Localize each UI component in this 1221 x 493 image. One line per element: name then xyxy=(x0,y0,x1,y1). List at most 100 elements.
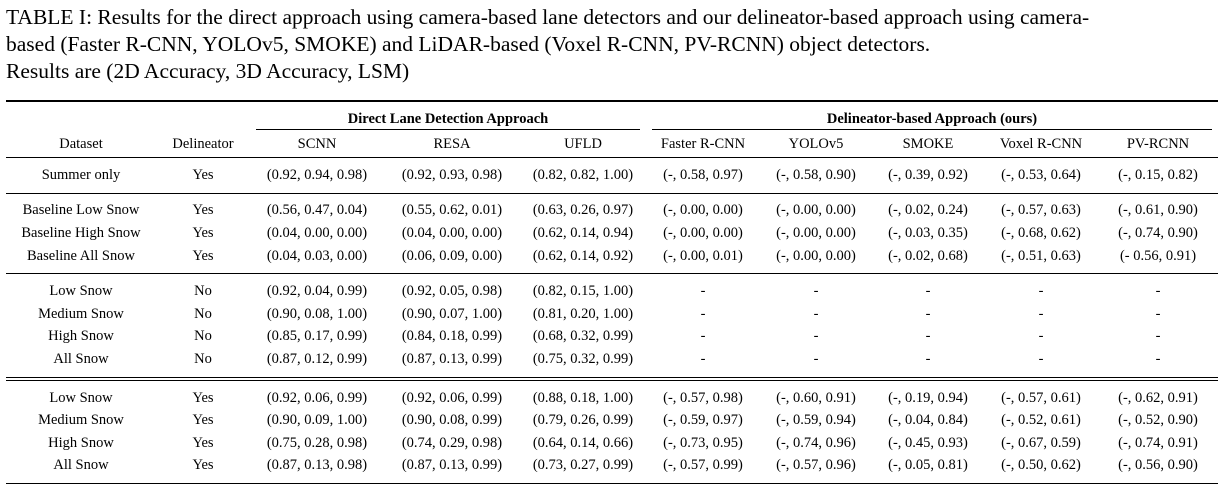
table-cell: (0.92, 0.05, 0.98) xyxy=(401,283,503,300)
table-cell: (0.74, 0.29, 0.98) xyxy=(401,434,503,451)
table-cell: (0.92, 0.06, 0.99) xyxy=(266,389,368,406)
table-cell: - xyxy=(700,283,706,300)
table-cell: Yes xyxy=(192,412,214,429)
table-cell: (-, 0.57, 0.61) xyxy=(1001,389,1081,406)
table-cell: (-, 0.62, 0.91) xyxy=(1118,389,1198,406)
table-cell: (-, 0.57, 0.99) xyxy=(663,457,743,474)
table-cell: (0.90, 0.08, 0.99) xyxy=(401,412,503,429)
table-bottom-rule xyxy=(6,483,1218,485)
table-cell: (-, 0.52, 0.90) xyxy=(1118,412,1198,429)
table-cell: - xyxy=(1038,328,1044,345)
table-cell: (-, 0.58, 0.90) xyxy=(776,166,856,183)
table-cell: (-, 0.04, 0.84) xyxy=(888,412,968,429)
table-cell: (0.75, 0.28, 0.98) xyxy=(266,434,368,451)
table-cell: - xyxy=(925,350,931,367)
table-cell: - xyxy=(1038,283,1044,300)
table-cell: (0.63, 0.26, 0.97) xyxy=(532,202,634,219)
table-cell: High Snow xyxy=(48,328,114,345)
section-rule xyxy=(6,192,1218,194)
table-cell: (0.84, 0.18, 0.99) xyxy=(401,328,503,345)
table-cell: (-, 0.68, 0.62) xyxy=(1001,224,1081,241)
section-rule xyxy=(6,273,1218,275)
table-cell: (-, 0.02, 0.68) xyxy=(888,247,968,264)
table-cell: - xyxy=(700,350,706,367)
table-cell: (0.81, 0.20, 1.00) xyxy=(532,305,634,322)
table-cell: High Snow xyxy=(48,434,114,451)
table-cell: (0.90, 0.08, 1.00) xyxy=(266,305,368,322)
table-cell: (-, 0.56, 0.90) xyxy=(1118,457,1198,474)
group-header-row: Direct Lane Detection Approach Delineato… xyxy=(6,110,1218,128)
table-cell: (- 0.56, 0.91) xyxy=(1119,247,1197,264)
table-cell: (0.90, 0.07, 1.00) xyxy=(401,305,503,322)
table-cell: (0.68, 0.32, 0.99) xyxy=(532,328,634,345)
table-cell: (0.92, 0.06, 0.99) xyxy=(401,389,503,406)
double-rule-top xyxy=(6,376,1218,381)
table-caption: TABLE I: Results for the direct approach… xyxy=(6,4,1218,85)
table-cell: - xyxy=(1155,328,1161,345)
table-cell: (0.88, 0.18, 1.00) xyxy=(532,389,634,406)
table-cell: (0.62, 0.14, 0.92) xyxy=(532,247,634,264)
table-cell: (0.04, 0.00, 0.00) xyxy=(401,224,503,241)
table-row: Baseline High Snow Yes (0.04, 0.00, 0.00) (… xyxy=(6,222,1218,245)
table-cell: (0.82, 0.82, 1.00) xyxy=(532,166,634,183)
table-cell: (-, 0.59, 0.94) xyxy=(776,412,856,429)
table-cell: Baseline High Snow xyxy=(21,224,141,241)
table-cell: (0.90, 0.09, 1.00) xyxy=(266,412,368,429)
column-header: SMOKE xyxy=(902,135,954,152)
table-cell: (0.56, 0.47, 0.04) xyxy=(266,202,368,219)
table-cell: (-, 0.15, 0.82) xyxy=(1118,166,1198,183)
table-cell: - xyxy=(813,350,819,367)
table-cell: Yes xyxy=(192,224,214,241)
table-cell: (0.87, 0.13, 0.99) xyxy=(401,457,503,474)
table-cell: All Snow xyxy=(53,457,109,474)
table-cell: (0.82, 0.15, 1.00) xyxy=(532,283,634,300)
table-cell: (-, 0.73, 0.95) xyxy=(663,434,743,451)
table-cell: Yes xyxy=(192,202,214,219)
table-cell: - xyxy=(1155,283,1161,300)
column-header-row: Dataset Delineator SCNN RESA UFLD Faster R-CN… xyxy=(6,131,1218,158)
table-cell: (0.92, 0.94, 0.98) xyxy=(266,166,368,183)
table-cell: (-, 0.60, 0.91) xyxy=(776,389,856,406)
table-cell: (-, 0.05, 0.81) xyxy=(888,457,968,474)
table-cell: (-, 0.00, 0.00) xyxy=(776,247,856,264)
table-cell: Yes xyxy=(192,457,214,474)
table-cell: (-, 0.39, 0.92) xyxy=(888,166,968,183)
table-cell: Yes xyxy=(192,166,214,183)
table-cell: (-, 0.52, 0.61) xyxy=(1001,412,1081,429)
table-cell: Yes xyxy=(192,247,214,264)
table-row: Baseline Low Snow Yes (0.56, 0.47, 0.04) (0… xyxy=(6,194,1218,223)
table-row: Baseline All Snow Yes (0.04, 0.03, 0.00) (0… xyxy=(6,245,1218,274)
column-header: Delineator xyxy=(172,135,234,152)
column-header: SCNN xyxy=(297,135,337,152)
table-cell: (-, 0.57, 0.98) xyxy=(663,389,743,406)
table-cell: (0.85, 0.17, 0.99) xyxy=(266,328,368,345)
table-cell: (0.64, 0.14, 0.66) xyxy=(532,434,634,451)
table-cell: - xyxy=(700,305,706,322)
table-row: High Snow No (0.85, 0.17, 0.99) (0.84, 0.18… xyxy=(6,326,1218,349)
table-cell: (0.87, 0.13, 0.98) xyxy=(266,457,368,474)
table-row: High Snow Yes (0.75, 0.28, 0.98) (0.74, 0.2… xyxy=(6,432,1218,455)
table-cell: (-, 0.74, 0.90) xyxy=(1118,224,1198,241)
double-rule-bottom xyxy=(6,380,1218,381)
table-cell: (-, 0.00, 0.01) xyxy=(663,247,743,264)
table-cell: - xyxy=(925,305,931,322)
table-cell: (-, 0.00, 0.00) xyxy=(663,224,743,241)
table-cell: (0.92, 0.93, 0.98) xyxy=(401,166,503,183)
table-cell: (-, 0.00, 0.00) xyxy=(776,224,856,241)
results-table: Direct Lane Detection Approach Delineato… xyxy=(6,100,1218,485)
table-cell: - xyxy=(1155,350,1161,367)
table-row: All Snow No (0.87, 0.12, 0.99) (0.87, 0.13,… xyxy=(6,348,1218,377)
delineator-group-rule xyxy=(652,129,1212,130)
table-cell: Medium Snow xyxy=(38,305,124,322)
table-cell: (-, 0.50, 0.62) xyxy=(1001,457,1081,474)
table-row: Low Snow Yes (0.92, 0.06, 0.99) (0.92, 0.06… xyxy=(6,381,1218,410)
table-cell: Yes xyxy=(192,389,214,406)
table-cell: (-, 0.67, 0.59) xyxy=(1001,434,1081,451)
table-cell: (-, 0.61, 0.90) xyxy=(1118,202,1198,219)
table-cell: Low Snow xyxy=(49,283,113,300)
table-cell: (-, 0.19, 0.94) xyxy=(888,389,968,406)
caption-line-1: TABLE I: Results for the direct approach… xyxy=(6,5,1090,29)
table-cell: (-, 0.51, 0.63) xyxy=(1001,247,1081,264)
table-cell: Low Snow xyxy=(49,389,113,406)
table-cell: (0.62, 0.14, 0.94) xyxy=(532,224,634,241)
